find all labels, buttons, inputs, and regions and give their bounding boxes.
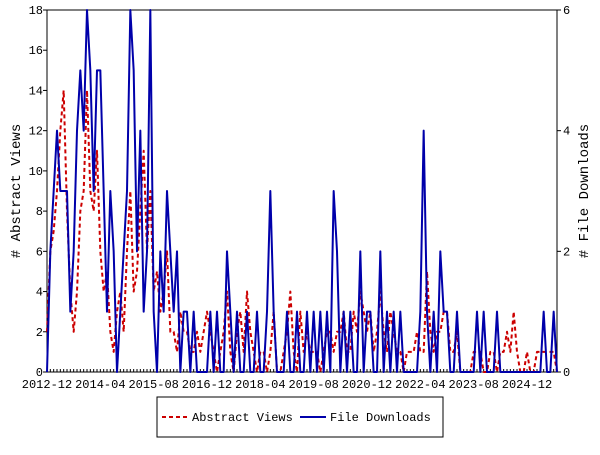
y-tick-label: 2: [36, 326, 43, 340]
y-tick-label: 12: [29, 125, 43, 139]
y2-axis-label: # File Downloads: [577, 124, 593, 258]
y-tick-label: 4: [36, 286, 43, 300]
y-tick-label: 16: [29, 44, 43, 58]
y-tick-label: 0: [36, 366, 43, 380]
y-tick-label: 10: [29, 165, 43, 179]
legend-label: File Downloads: [330, 411, 431, 425]
y-tick-label: 6: [36, 245, 43, 259]
y2-tick-label: 4: [563, 125, 570, 139]
x-tick-label: 2019-08: [288, 378, 338, 392]
y2-tick-label: 0: [563, 366, 570, 380]
legend-label: Abstract Views: [192, 411, 293, 425]
x-tick-label: 2020-12: [342, 378, 392, 392]
y-axis-label: # Abstract Views: [9, 124, 25, 258]
y-tick-label: 8: [36, 205, 43, 219]
x-tick-label: 2024-12: [502, 378, 552, 392]
legend-box: [156, 396, 444, 438]
x-tick-label: 2022-04: [395, 378, 445, 392]
x-tick-label: 2015-08: [128, 378, 178, 392]
x-tick-label: 2023-08: [448, 378, 498, 392]
series-line: [46, 89, 558, 373]
plot-frame: [46, 9, 558, 373]
y-tick-label: 14: [29, 84, 43, 98]
series-line: [46, 9, 558, 373]
y-tick-label: 18: [29, 4, 43, 18]
x-tick-label: 2014-04: [75, 378, 125, 392]
x-tick-label: 2018-04: [235, 378, 285, 392]
y2-tick-label: 2: [563, 245, 570, 259]
x-tick-label: 2016-12: [182, 378, 232, 392]
y2-tick-label: 6: [563, 4, 570, 18]
x-tick-label: 2012-12: [22, 378, 72, 392]
